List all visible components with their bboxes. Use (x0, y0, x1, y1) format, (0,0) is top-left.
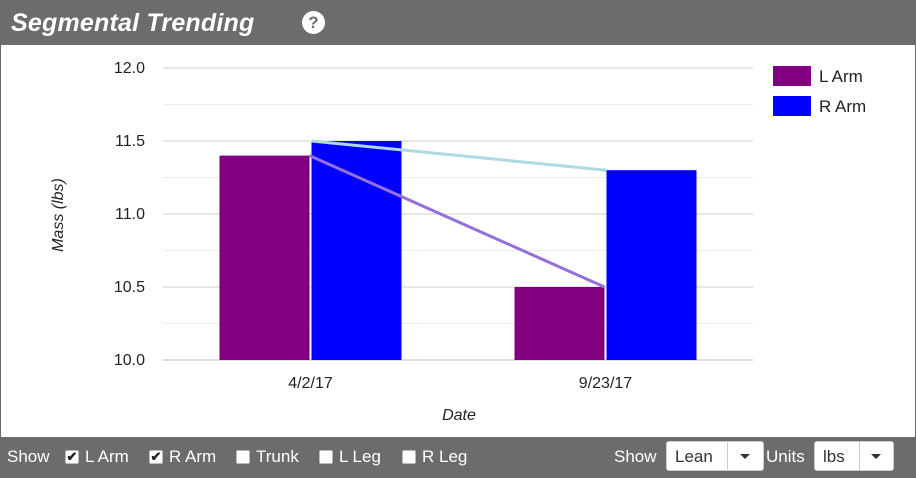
y-tick-label: 11.0 (115, 206, 145, 223)
units-value: lbs (823, 447, 845, 466)
checkbox-l-leg[interactable]: L Leg (319, 447, 381, 467)
bar-r-arm (606, 170, 697, 360)
panel-title: Segmental Trending (11, 9, 255, 37)
mass-type-select[interactable]: Lean (666, 441, 764, 471)
checkbox-l-arm-box[interactable]: ✔ (65, 449, 79, 464)
chart-y-ticks: 12.0 11.5 11.0 10.5 10.0 (114, 60, 145, 369)
checkbox-r-arm-label: R Arm (169, 447, 217, 466)
legend-label: R Arm (819, 97, 866, 116)
panel-header: Segmental Trending ? (1, 1, 915, 45)
show-type-label: Show (614, 447, 657, 466)
chart-legend: L Arm R Arm (773, 66, 866, 116)
x-tick-label: 4/2/17 (288, 375, 333, 392)
filter-bar: Show ✔ L Arm ✔ R Arm Trunk L Leg R Leg S… (1, 437, 915, 477)
chevron-down-icon (871, 454, 881, 459)
x-axis-label: Date (442, 407, 476, 424)
legend-label: L Arm (819, 67, 863, 86)
checkbox-trunk-label: Trunk (256, 447, 299, 466)
checkbox-r-leg-box[interactable] (402, 450, 416, 464)
y-axis-label: Mass (lbs) (50, 178, 67, 252)
checkbox-r-arm-box[interactable]: ✔ (149, 449, 163, 464)
y-tick-label: 12.0 (114, 60, 145, 77)
chart-trend-lines (308, 139, 607, 289)
checkbox-r-leg[interactable]: R Leg (402, 447, 467, 467)
checkbox-l-leg-label: L Leg (339, 447, 381, 466)
chevron-down-icon (740, 454, 750, 459)
x-tick-label: 9/23/17 (579, 375, 632, 392)
y-tick-label: 11.5 (115, 133, 145, 150)
checkbox-trunk[interactable]: Trunk (236, 447, 299, 467)
show-label: Show (7, 447, 50, 466)
checkbox-l-leg-box[interactable] (319, 450, 333, 464)
checkbox-l-arm[interactable]: ✔ L Arm (65, 447, 129, 467)
y-tick-label: 10.5 (114, 279, 145, 296)
trend-line-l-arm (308, 154, 606, 289)
checkbox-r-leg-label: R Leg (422, 447, 468, 466)
legend-swatch (773, 96, 811, 116)
units-select[interactable]: lbs (814, 441, 894, 471)
chart-bars (219, 141, 697, 360)
units-label: Units (766, 447, 805, 466)
question-circle-icon[interactable]: ? (302, 11, 325, 34)
checkbox-l-arm-label: L Arm (85, 447, 129, 466)
chart-x-ticks: 4/2/17 9/23/17 (288, 375, 632, 392)
checkbox-trunk-box[interactable] (236, 450, 250, 464)
y-tick-label: 10.0 (114, 352, 145, 369)
legend-swatch (773, 66, 811, 86)
segmental-chart: 12.0 11.5 11.0 10.5 10.0 4/2/17 9/23/17 Mass … (50, 60, 866, 424)
checkbox-r-arm[interactable]: ✔ R Arm (149, 447, 216, 467)
bar-l-arm (219, 155, 310, 360)
bar-r-arm (311, 141, 402, 360)
trend-line-r-arm (311, 139, 607, 172)
bar-l-arm (514, 287, 605, 360)
mass-type-value: Lean (675, 447, 713, 466)
